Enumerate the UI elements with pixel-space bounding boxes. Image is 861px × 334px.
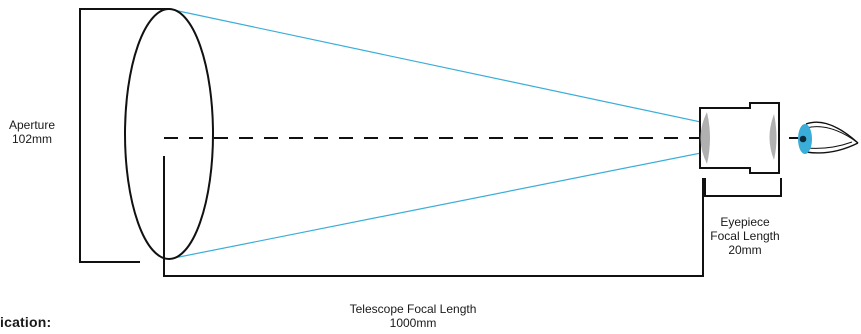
eyepiece-label: Eyepiece Focal Length 20mm (702, 215, 788, 257)
telescope-focal-value: 1000mm (389, 316, 437, 330)
light-rays (168, 8, 777, 260)
eyepiece-eye-lens (769, 114, 777, 160)
telescope-focal-label: Telescope Focal Length 1000mm (338, 302, 488, 330)
eyepiece-value: 20mm (728, 243, 762, 257)
eyepiece-body (699, 102, 780, 174)
eyepiece-field-lens (700, 112, 710, 164)
objective-lens (124, 8, 214, 260)
telescope-focal-name: Telescope Focal Length (349, 302, 477, 316)
aperture-bracket (79, 8, 170, 263)
ray-bottom (168, 137, 777, 260)
telescope-focal-bracket (163, 156, 704, 277)
eye-icon (798, 121, 859, 154)
cut-off-heading: ication: (0, 314, 52, 330)
aperture-label: Aperture 102mm (4, 118, 60, 146)
aperture-name: Aperture (8, 118, 56, 132)
eyepiece-focal-bracket (704, 178, 782, 197)
aperture-value: 102mm (11, 132, 52, 146)
ray-top (168, 8, 777, 139)
eyepiece-name: Eyepiece (720, 215, 770, 229)
eyepiece-focal-length: Focal Length (710, 229, 780, 243)
